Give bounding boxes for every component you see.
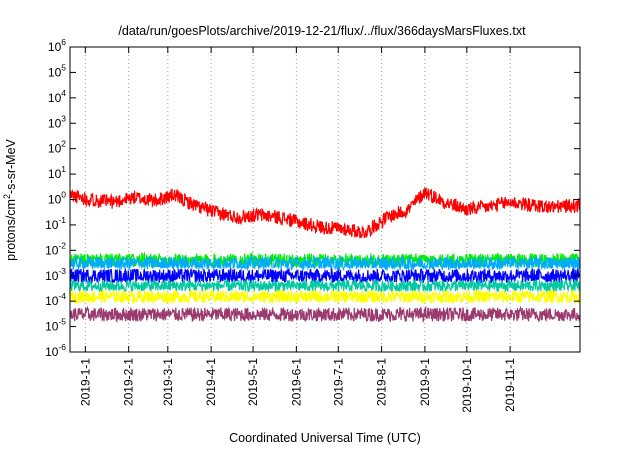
series-line [69, 187, 581, 239]
x-tick-label: 2019-11-1 [503, 358, 517, 412]
y-tick-label: 100 [48, 190, 66, 207]
y-tick-label: 10-5 [45, 317, 66, 334]
x-tick-label: 2019-1-1 [78, 358, 92, 406]
y-tick-label: 104 [48, 88, 66, 105]
x-tick-label: 2019-6-1 [289, 358, 303, 406]
series-line [69, 278, 581, 293]
y-tick-label: 10-1 [45, 215, 66, 232]
x-tick-label: 2019-4-1 [204, 358, 218, 406]
y-tick-label: 102 [48, 139, 66, 156]
y-axis-label: protons/cm2-s-sr-MeV [2, 138, 18, 260]
y-tick-label: 10-4 [45, 291, 66, 308]
series-line [69, 254, 581, 273]
x-tick-label: 2019-10-1 [460, 358, 474, 413]
y-tick-label: 10-6 [45, 342, 66, 359]
x-tick-label: 2019-5-1 [246, 358, 260, 406]
y-tick-label: 10-2 [45, 240, 66, 257]
series-line [69, 305, 581, 324]
x-axis-label: Coordinated Universal Time (UTC) [229, 431, 421, 445]
x-tick-label: 2019-8-1 [375, 358, 389, 406]
chart-title: /data/run/goesPlots/archive/2019-12-21/f… [118, 24, 526, 38]
y-tick-label: 103 [48, 113, 66, 130]
x-tick-label: 2019-9-1 [418, 358, 432, 406]
y-tick-label: 101 [48, 164, 66, 181]
y-axis-label-prefix: protons/cm [4, 199, 18, 261]
y-axis-label-suffix: -s-sr-MeV [4, 138, 18, 194]
data-series [69, 187, 581, 324]
svg-text:protons/cm2-s-sr-MeV: protons/cm2-s-sr-MeV [2, 138, 18, 260]
x-tick-label: 2019-7-1 [331, 358, 345, 406]
y-tick-label: 10-3 [45, 266, 66, 283]
y-axis-label-sup: 2 [2, 194, 12, 199]
y-tick-label: 105 [48, 62, 66, 79]
axis-ticks: 10-6 10-5 10-4 10-3 10-2 10-1 100 101 102 103 104 1… [45, 37, 580, 413]
x-tick-label: 2019-2-1 [122, 358, 136, 406]
y-tick-label: 106 [48, 37, 66, 54]
x-tick-label: 2019-3-1 [161, 358, 175, 406]
series-line [69, 288, 581, 305]
